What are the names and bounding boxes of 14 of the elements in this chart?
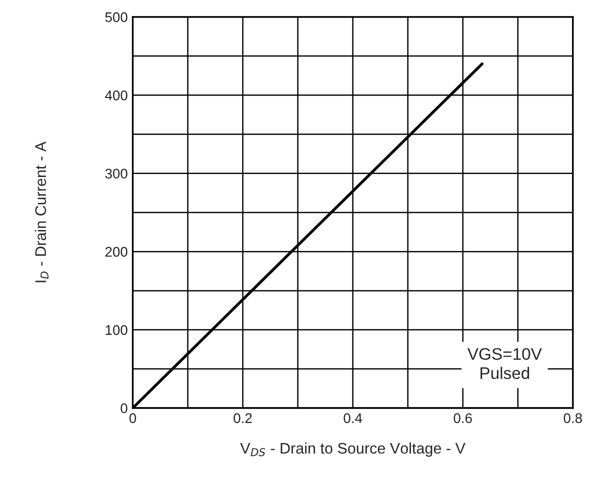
y-tick-label: 400 — [105, 90, 128, 100]
y-tick-label: 300 — [105, 168, 128, 179]
x-tick-label: 0.2 — [234, 413, 252, 424]
x-tick-label: 0.8 — [564, 413, 582, 424]
y-tick-label: 100 — [106, 325, 128, 335]
y-axis-title: I$_{D}$ - Drain Current - A — [34, 142, 48, 282]
annotation: VGS=10V Pulsed — [467, 348, 542, 380]
x-tick-label: 0.4 — [344, 413, 362, 424]
x-tick-label: 0.6 — [454, 413, 472, 424]
x-tick-label: 0 — [129, 413, 136, 424]
y-tick-label: 200 — [105, 246, 128, 257]
x-axis-title: V$_{DS}$ - Drain to Source Voltage - V — [240, 442, 466, 457]
y-tick-label: 0 — [120, 403, 128, 414]
y-tick-label: 500 — [105, 12, 128, 22]
